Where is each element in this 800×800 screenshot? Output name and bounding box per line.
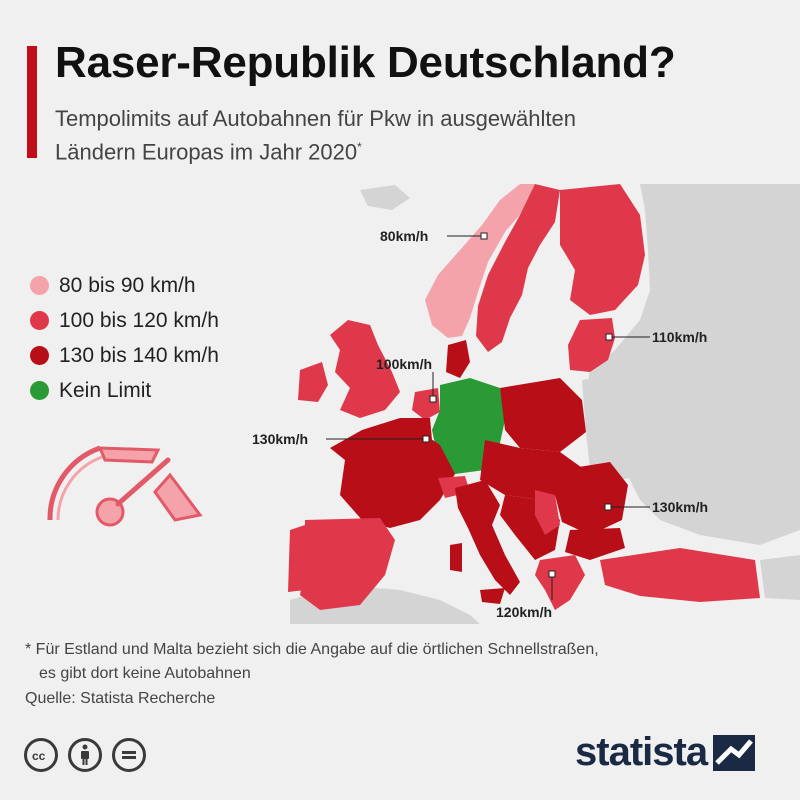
subtitle-line-2: Ländern Europas im Jahr 2020: [55, 139, 358, 165]
subtitle-footnote-marker: *: [357, 140, 362, 154]
legend-item: 80 bis 90 km/h: [30, 268, 219, 303]
legend-label: Kein Limit: [59, 378, 152, 402]
legend-item: 100 bis 120 km/h: [30, 303, 219, 338]
europe-map: [0, 184, 800, 624]
country-norway: [425, 184, 535, 338]
country-sardinia: [450, 543, 462, 572]
country-ireland: [298, 362, 328, 402]
legend-label: 130 bis 140 km/h: [59, 343, 219, 367]
subtitle: Tempolimits auf Autobahnen für Pkw in au…: [55, 104, 755, 166]
callout-greece: 120km/h: [496, 604, 553, 620]
country-sicily: [480, 588, 505, 604]
callout-greece-marker: [548, 570, 556, 600]
nd-equals-icon[interactable]: [112, 738, 146, 772]
source-text: Quelle: Statista Recherche: [25, 690, 216, 707]
page-title: Raser-Republik Deutschland?: [55, 38, 676, 87]
callout-romania-marker: [604, 503, 650, 511]
country-france: [330, 418, 455, 528]
legend-item: Kein Limit: [30, 373, 219, 408]
callout-estonia-marker: [605, 333, 650, 341]
region-turkey-east: [760, 555, 800, 600]
callout-netherlands: 100km/h: [376, 356, 433, 372]
callout-france-marker: [326, 435, 430, 443]
statista-logo-icon: [713, 734, 756, 771]
by-person-icon[interactable]: [68, 738, 102, 772]
statista-logo[interactable]: statista: [575, 730, 756, 775]
subtitle-line-1: Tempolimits auf Autobahnen für Pkw in au…: [55, 106, 576, 131]
country-turkey: [600, 548, 760, 602]
country-denmark: [446, 340, 470, 378]
country-poland: [500, 378, 586, 452]
license-icons: cc: [24, 738, 146, 772]
legend-swatch: [30, 381, 49, 400]
country-baltics: [568, 318, 615, 372]
country-romania: [555, 462, 628, 535]
country-italy: [455, 480, 520, 595]
country-bulgaria: [565, 528, 625, 560]
country-sweden: [476, 184, 560, 352]
callout-norway-marker: [447, 232, 488, 240]
country-uk: [330, 320, 400, 418]
callout-norway: 80km/h: [380, 228, 429, 244]
statista-wordmark: statista: [575, 730, 708, 774]
svg-text:cc: cc: [32, 749, 46, 762]
callout-romania: 130km/h: [652, 499, 709, 515]
callout-netherlands-marker: [429, 372, 437, 403]
speedometer-icon: [47, 445, 203, 527]
callout-estonia: 110km/h: [652, 329, 708, 345]
cc-icon[interactable]: cc: [24, 738, 58, 772]
legend-swatch: [30, 276, 49, 295]
country-serbia: [535, 490, 560, 535]
legend-swatch: [30, 346, 49, 365]
region-belarus-ukraine: [582, 370, 680, 480]
country-greece: [535, 555, 585, 610]
footnote: * Für Estland und Malta bezieht sich die…: [25, 638, 785, 686]
legend-label: 100 bis 120 km/h: [59, 308, 219, 332]
map-legend: 80 bis 90 km/h 100 bis 120 km/h 130 bis …: [30, 268, 219, 408]
country-spain: [300, 518, 395, 610]
footnote-line-2: es gibt dort keine Autobahnen: [39, 665, 251, 682]
footnote-line-1: * Für Estland und Malta bezieht sich die…: [25, 641, 599, 658]
country-finland: [560, 184, 645, 315]
legend-swatch: [30, 311, 49, 330]
legend-label: 80 bis 90 km/h: [59, 273, 196, 297]
legend-item: 130 bis 140 km/h: [30, 338, 219, 373]
callout-france: 130km/h: [252, 431, 309, 447]
region-iceland: [360, 185, 410, 210]
country-portugal: [288, 525, 305, 592]
title-accent-bar: [27, 46, 37, 158]
